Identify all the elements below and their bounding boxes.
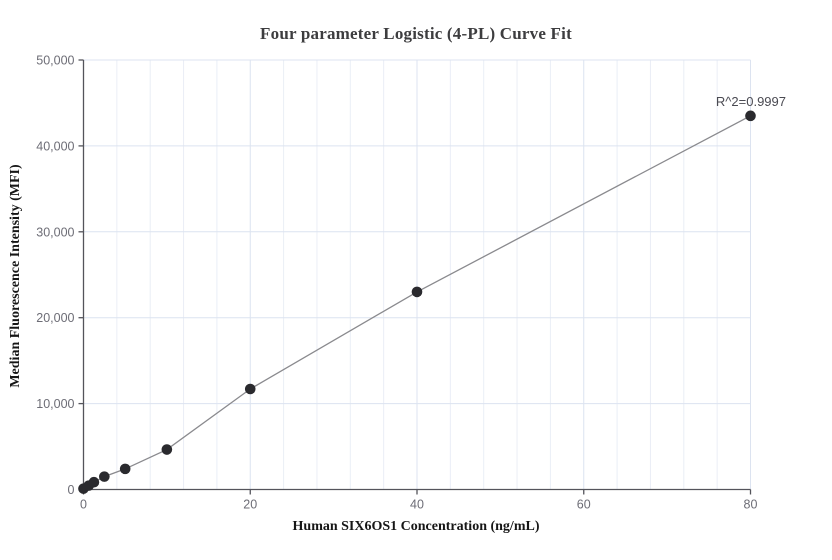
y-tick-label: 30,000	[36, 225, 74, 239]
x-tick-label: 60	[577, 498, 591, 512]
x-tick-label: 0	[80, 498, 87, 512]
data-point	[411, 286, 423, 298]
x-tick-label: 40	[410, 498, 424, 512]
data-point	[99, 471, 110, 482]
x-tick-label: 80	[744, 498, 758, 512]
y-tick-label: 50,000	[36, 54, 74, 68]
y-tick-label: 40,000	[36, 139, 74, 153]
data-point	[745, 110, 756, 122]
chart-title: Four parameter Logistic (4-PL) Curve Fit	[260, 24, 572, 43]
x-axis-label: Human SIX6OS1 Concentration (ng/mL)	[292, 519, 540, 534]
data-point	[119, 463, 131, 475]
data-point	[88, 476, 100, 488]
y-tick-label: 0	[68, 483, 75, 497]
data-point	[161, 444, 173, 455]
x-tick-label: 20	[243, 498, 257, 512]
data-point	[244, 383, 256, 395]
y-tick-label: 20,000	[36, 311, 74, 325]
y-tick-label: 10,000	[36, 397, 74, 411]
r-squared-annotation: R^2=0.9997	[715, 94, 786, 109]
